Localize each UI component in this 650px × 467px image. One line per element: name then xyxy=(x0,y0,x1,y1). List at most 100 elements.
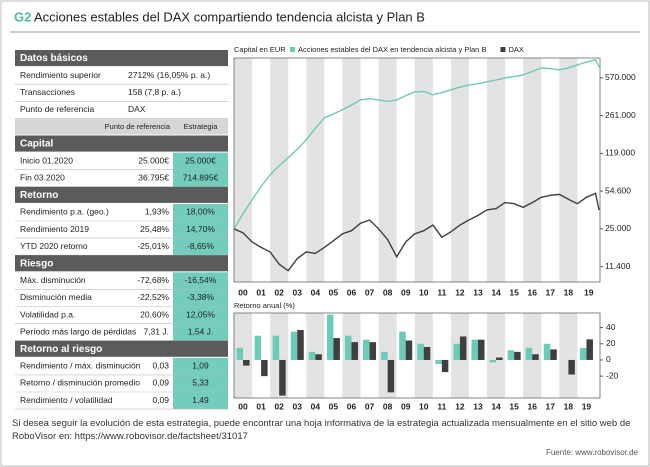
column-label: Punto de referencia xyxy=(105,122,171,131)
legend-swatch xyxy=(500,47,506,52)
x-tick-label: 06 xyxy=(347,287,357,297)
section-header xyxy=(15,186,228,203)
row-label: Punto de referencia xyxy=(20,104,94,114)
row-label: Rendimiento 2019 xyxy=(20,224,89,234)
y-tick-label: 261.000 xyxy=(605,110,636,120)
x-tick-label: 02 xyxy=(274,287,284,297)
row-label: Rendimiento / máx. disminución xyxy=(20,361,141,371)
x-tick-label: 09 xyxy=(401,287,411,297)
section-header xyxy=(15,340,228,357)
footnote: Si desea seguir la evolución de esta est… xyxy=(12,418,631,442)
bar xyxy=(381,351,388,360)
bar xyxy=(507,350,515,360)
benchmark-value: 1,93% xyxy=(145,207,170,217)
title: Acciones estables del DAX compartiendo t… xyxy=(34,9,425,24)
y-tick-label: 20 xyxy=(606,338,616,348)
plot-border xyxy=(233,312,601,399)
x-tick-label: 01 xyxy=(256,401,266,411)
x-tick-label: 16 xyxy=(527,401,537,411)
bar xyxy=(586,339,593,360)
year-band xyxy=(523,58,542,282)
series-line xyxy=(233,192,600,272)
x-tick-label: 15 xyxy=(509,401,519,411)
strategy-cell xyxy=(173,392,228,410)
strategy-value: 18,00% xyxy=(186,207,215,217)
year-band xyxy=(306,58,325,282)
benchmark-value: -25,01% xyxy=(137,241,169,251)
benchmark-value: 36.795€ xyxy=(138,173,169,183)
bar xyxy=(326,314,334,360)
x-tick-label: 03 xyxy=(293,287,303,297)
section-header xyxy=(15,135,228,152)
row-label: Rendimiento superior xyxy=(20,70,101,80)
bar xyxy=(496,357,503,360)
section-title: Riesgo xyxy=(20,258,53,269)
bar xyxy=(290,331,298,360)
bar xyxy=(478,339,485,360)
x-tick-label: 08 xyxy=(383,401,393,411)
bar xyxy=(550,349,557,360)
bar xyxy=(441,359,449,373)
x-tick-label: 11 xyxy=(437,401,446,411)
year-band xyxy=(450,58,469,282)
strategy-cell xyxy=(173,238,228,256)
legend-label: DAX xyxy=(508,45,523,54)
row-label: Máx. disminución xyxy=(20,275,86,285)
x-tick-label: 13 xyxy=(473,287,483,297)
strategy-value: -16,54% xyxy=(185,275,217,285)
bar xyxy=(279,359,286,396)
row-label: Fin 03.2020 xyxy=(20,173,65,183)
x-tick-label: 05 xyxy=(329,401,339,411)
bar xyxy=(417,343,424,360)
x-tick-label: 16 xyxy=(527,287,537,297)
legend-label: Acciones estables del DAX en tendencia a… xyxy=(298,45,486,54)
section-header xyxy=(15,255,228,272)
strategy-value: 1,09 xyxy=(192,361,209,371)
y-tick-label: 119.000 xyxy=(605,148,635,158)
strategy-value: 12,05% xyxy=(186,309,215,319)
x-tick-label: 14 xyxy=(491,287,501,297)
bar xyxy=(453,343,460,360)
column-label: Estrategia xyxy=(184,122,219,131)
strategy-cell xyxy=(173,152,228,170)
x-tick-label: 10 xyxy=(419,401,429,411)
plot-border xyxy=(233,57,601,283)
row-value: 2712% (16,05% p. a.) xyxy=(128,70,210,80)
bar xyxy=(369,342,377,360)
row-label: Rendimiento / volatilidad xyxy=(20,395,113,405)
section-header xyxy=(15,50,228,67)
strategy-cell xyxy=(173,357,228,375)
x-tick-label: 08 xyxy=(383,287,393,297)
year-band xyxy=(342,58,361,282)
year-band xyxy=(559,313,578,398)
x-tick-label: 12 xyxy=(455,287,465,297)
x-tick-label: 11 xyxy=(437,287,446,297)
strategy-cell xyxy=(173,306,228,324)
bar xyxy=(525,347,533,360)
benchmark-value: 25,48% xyxy=(140,224,169,234)
y-tick-label: 0 xyxy=(606,354,611,364)
y-tick-label: 570.000 xyxy=(605,72,636,82)
x-tick-label: 04 xyxy=(311,287,321,297)
strategy-value: 1,54 J. xyxy=(188,326,214,336)
bar xyxy=(272,335,280,360)
year-band xyxy=(559,58,578,282)
section-title: Capital xyxy=(20,139,54,150)
bar xyxy=(236,347,244,360)
strategy-cell xyxy=(173,272,228,290)
y-axis-label: Capital en EUR xyxy=(234,45,286,54)
x-tick-label: 03 xyxy=(293,401,303,411)
strategy-cell xyxy=(173,374,228,392)
bar xyxy=(399,331,406,360)
x-tick-label: 19 xyxy=(582,401,592,411)
bar xyxy=(489,359,497,363)
strategy-cell xyxy=(173,289,228,307)
bar xyxy=(344,335,352,360)
bar xyxy=(315,354,322,360)
bar xyxy=(351,342,358,360)
column-header xyxy=(15,118,228,135)
section-title: Retorno al riesgo xyxy=(20,344,102,355)
legend-swatch xyxy=(290,47,295,52)
